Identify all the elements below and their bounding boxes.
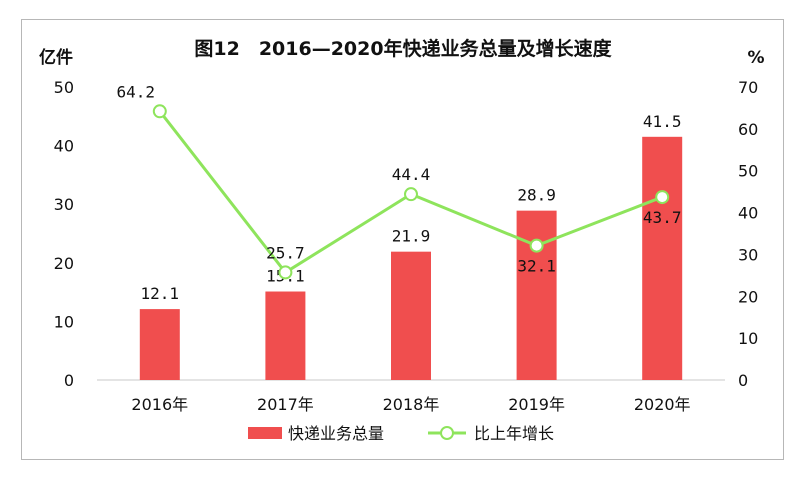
right-tick-label: 70 [738,78,758,97]
line-data-label: 44.4 [392,165,431,184]
bar-data-label: 21.9 [392,227,431,246]
line-point [152,104,167,119]
bar [516,210,557,380]
line-point [529,238,544,253]
bar-data-label: 28.9 [517,186,556,205]
line-data-label: 64.2 [117,82,156,101]
line-data-label: 25.7 [266,243,305,262]
x-tick-label: 2017年 [257,395,314,414]
legend-swatch-marker [440,426,454,440]
line-point [655,190,670,205]
x-axis-labels: 2016年 2017年 2018年 2019年 2020年 [131,395,690,414]
left-tick-label: 40 [54,137,74,156]
x-tick-label: 2016年 [131,395,188,414]
line-data-label: 32.1 [517,257,556,276]
line-data-label: 43.7 [643,208,682,227]
bar [265,291,306,380]
left-tick-label: 10 [54,312,74,331]
legend-label-bar: 快递业务总量 [288,424,384,443]
bar [139,309,180,380]
bar [391,251,431,380]
line-data-labels: 64.2 25.7 44.4 32.1 43.7 [117,82,682,275]
line-point [404,187,418,202]
legend-swatch-bar [248,427,282,439]
bar-data-label: 41.5 [643,112,682,131]
legend-label-line: 比上年增长 [474,424,554,443]
bar-series [139,136,683,380]
x-tick-label: 2018年 [383,395,440,414]
right-tick-label: 0 [738,371,748,390]
bar [642,136,683,380]
line-series [152,104,670,280]
right-tick-label: 50 [738,162,758,181]
left-tick-label: 30 [54,195,74,214]
right-axis-ticks: 0 10 20 30 40 50 60 70 [738,78,758,390]
x-tick-label: 2019年 [508,395,565,414]
legend: 快递业务总量 比上年增长 [248,424,554,443]
left-tick-label: 20 [54,254,74,273]
left-tick-label: 50 [54,78,74,97]
x-tick-label: 2020年 [634,395,691,414]
right-tick-label: 40 [738,204,758,223]
right-tick-label: 10 [738,329,758,348]
bar-data-label: 12.1 [141,284,180,303]
left-tick-label: 0 [64,371,74,390]
right-tick-label: 30 [738,245,758,264]
right-tick-label: 60 [738,120,758,139]
bar-data-labels: 12.115.121.928.941.5 [141,112,682,303]
left-axis-ticks: 0 10 20 30 40 50 [54,78,74,390]
right-tick-label: 20 [738,287,758,306]
line-point [278,265,293,280]
right-axis-unit: % [747,48,764,68]
chart-title: 图12 2016—2020年快递业务总量及增长速度 [194,37,612,60]
left-axis-unit: 亿件 [39,47,73,68]
